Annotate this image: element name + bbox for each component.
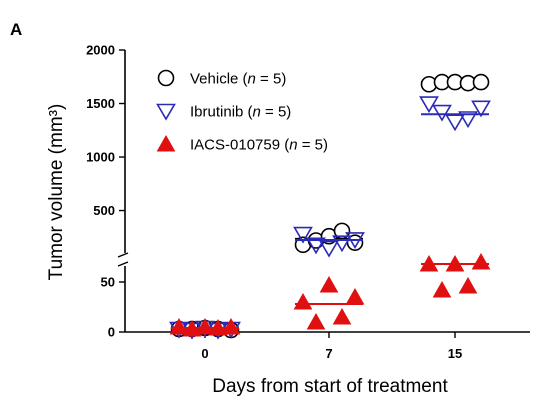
data-point	[208, 318, 228, 336]
data-point	[319, 240, 339, 258]
data-point	[472, 73, 490, 91]
data-point	[333, 222, 351, 240]
data-point	[419, 96, 439, 114]
y-axis-label: Tumor volume (mm³)	[46, 104, 67, 281]
data-point	[306, 312, 326, 330]
data-point	[458, 111, 478, 129]
data-point	[182, 319, 202, 337]
data-point	[445, 114, 465, 132]
data-point	[221, 317, 241, 335]
data-marks	[169, 73, 491, 340]
legend-item: Ibrutinib (n = 5)	[156, 103, 291, 121]
y-tick-label: 1000	[86, 150, 115, 165]
data-point	[293, 226, 313, 244]
legend-marker	[157, 69, 175, 87]
data-point	[345, 287, 365, 305]
axis-break-mark	[117, 252, 129, 258]
series-iacs-010759	[169, 252, 491, 337]
legend-label: Vehicle (n = 5)	[190, 71, 286, 88]
series-ibrutinib	[169, 96, 491, 340]
data-point	[332, 307, 352, 325]
data-point	[306, 237, 326, 255]
data-point	[169, 317, 189, 335]
legend: Vehicle (n = 5) Ibrutinib (n = 5) IACS-010…	[156, 69, 328, 154]
y-tick-label: 1500	[86, 96, 115, 111]
legend-marker	[156, 103, 176, 121]
legend-item: Vehicle (n = 5)	[157, 69, 286, 88]
y-tick-label: 500	[93, 203, 115, 218]
axis-break-mark	[117, 261, 129, 267]
data-point	[471, 100, 491, 118]
data-point	[293, 292, 313, 310]
x-tick-label: 15	[448, 346, 462, 361]
axes: 0 50 500 1000 1500 2000 0 7 15	[86, 43, 530, 361]
data-point	[332, 235, 352, 253]
x-axis-label: Days from start of treatment	[212, 376, 448, 397]
legend-item: IACS-010759 (n = 5)	[156, 134, 328, 154]
x-tick-label: 7	[325, 346, 332, 361]
data-point	[445, 254, 465, 272]
data-point	[345, 232, 365, 250]
data-point	[458, 276, 478, 294]
x-tick-label: 0	[201, 346, 208, 361]
panel-label: A	[10, 20, 22, 39]
data-point	[432, 280, 452, 298]
legend-marker	[156, 134, 176, 152]
data-point	[432, 104, 452, 122]
legend-label: Ibrutinib (n = 5)	[190, 104, 291, 121]
data-point	[319, 275, 339, 293]
legend-label: IACS-010759 (n = 5)	[190, 137, 328, 154]
y-tick-label: 50	[101, 275, 115, 290]
data-point	[195, 317, 215, 335]
y-tick-label: 0	[108, 325, 115, 340]
y-tick-label: 2000	[86, 43, 115, 58]
data-point	[471, 252, 491, 270]
data-point	[419, 254, 439, 272]
